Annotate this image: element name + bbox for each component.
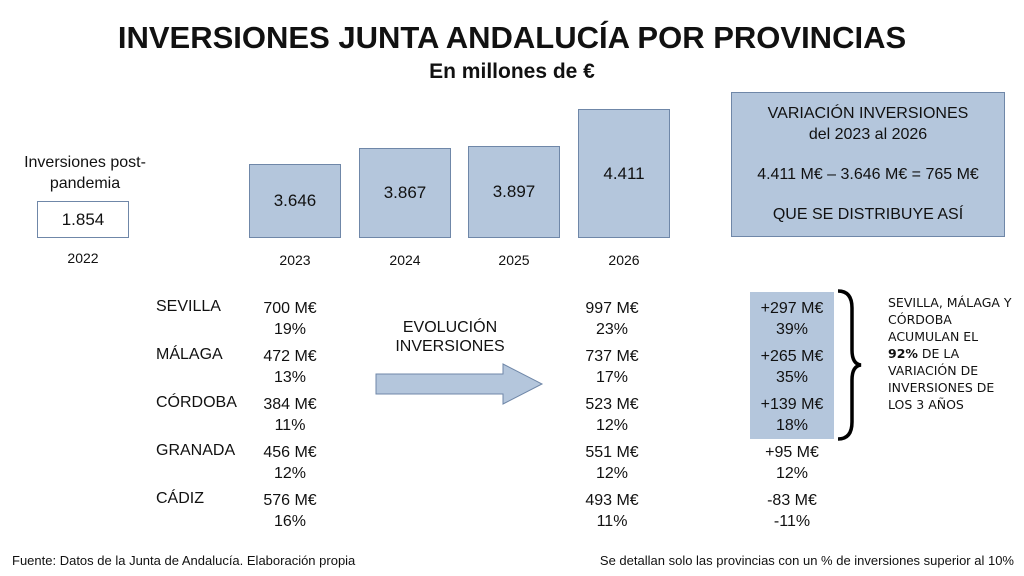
province-2023: 576 M€ 16% [263,492,317,530]
province-name: GRANADA [156,442,236,459]
province-2026: 493 M€ 11% [585,492,639,530]
summary-note: SEVILLA, MÁLAGA Y CÓRDOBA ACUMULAN EL 92… [888,294,1016,413]
bar-value-label: 3.646 [273,191,317,210]
province-name: CÁDIZ [156,490,204,507]
province-variation: +265 M€ 35% [760,348,824,386]
page-subtitle: En millones de € [429,60,595,83]
year-label-2022: 2022 [67,250,99,266]
province-variation: -83 M€ -11% [767,492,817,530]
bar-2025: 3.897 [468,146,560,238]
bar-value-label: 4.411 [603,163,645,183]
post-pandemic-label: Inversiones post-pandemia [24,154,146,192]
province-2026: 997 M€ 23% [585,300,639,338]
year-label-2024: 2024 [389,252,421,268]
brace-icon [837,289,862,441]
note-text: SEVILLA, MÁLAGA Y CÓRDOBA ACUMULAN EL [888,295,1012,344]
variation-period: del 2023 al 2026 [808,126,928,143]
province-name: SEVILLA [156,298,221,315]
year-label-2026: 2026 [608,252,640,268]
province-variation: +139 M€ 18% [760,396,824,434]
province-2023: 472 M€ 13% [263,348,317,386]
value-2022-box: 1.854 [37,201,129,238]
variation-formula: 4.411 M€ – 3.646 M€ = 765 M€ [757,166,979,183]
province-variation: +95 M€ 12% [765,444,819,482]
province-2026: 551 M€ 12% [585,444,639,482]
province-name: MÁLAGA [156,346,223,363]
variation-distribution: QUE SE DISTRIBUYE ASÍ [772,206,964,223]
bar-2023: 3.646 [249,164,341,238]
footer-source: Fuente: Datos de la Junta de Andalucía. … [12,553,356,568]
highlight-top3 [750,292,834,439]
province-2023: 456 M€ 12% [263,444,317,482]
province-variation: +297 M€ 39% [760,300,824,338]
bar-value-label: 3.897 [492,182,536,201]
footer-note: Se detallan solo las provincias con un %… [599,553,1014,568]
variation-title: VARIACIÓN INVERSIONES [767,105,969,122]
page-title: INVERSIONES JUNTA ANDALUCÍA POR PROVINCI… [117,20,907,55]
bar-2026: 4.411 [578,109,670,238]
province-2023: 700 M€ 19% [263,300,317,338]
bar-value-label: 3.867 [383,183,427,202]
province-2023: 384 M€ 11% [263,396,317,434]
province-name: CÓRDOBA [156,394,237,411]
evolution-label: EVOLUCIÓN INVERSIONES [395,319,505,355]
variation-box: VARIACIÓN INVERSIONES del 2023 al 2026 4… [731,92,1005,237]
arrow-right-icon [375,363,544,405]
bar-2024: 3.867 [359,148,451,238]
note-percent: 92% [888,346,918,361]
year-label-2025: 2025 [498,252,530,268]
province-2026: 737 M€ 17% [585,348,639,386]
province-2026: 523 M€ 12% [585,396,639,434]
year-label-2023: 2023 [279,252,311,268]
note-text-end: DE LA VARIACIÓN DE INVERSIONES DE LOS 3 … [888,346,995,412]
